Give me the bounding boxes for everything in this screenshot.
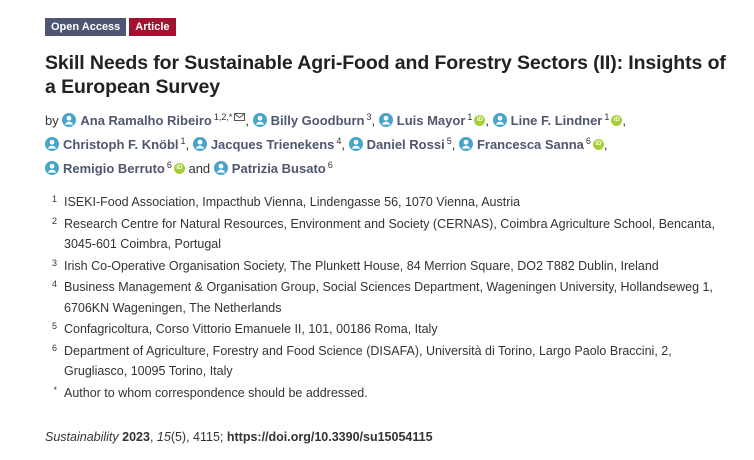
author-item: Christoph F. Knöbl 1 xyxy=(45,136,186,152)
author-name[interactable]: Ana Ramalho Ribeiro xyxy=(80,113,212,128)
author-affiliation-ref: 6 xyxy=(327,160,333,170)
author-item: Line F. Lindner 1 iD xyxy=(492,112,623,128)
affiliation-number: 2 xyxy=(51,215,57,226)
author-item: Ana Ramalho Ribeiro 1,2,* xyxy=(62,112,246,128)
author-separator: , xyxy=(622,113,627,128)
affiliation-row: 4 Business Management & Organisation Grou… xyxy=(45,277,735,318)
author-affiliation-ref: 3 xyxy=(366,112,372,122)
affiliation-text: ISEKI-Food Association, Impacthub Vienna… xyxy=(64,195,521,209)
doi-link[interactable]: https://doi.org/10.3390/su15054115 xyxy=(226,430,433,444)
citation: Sustainability 2023, 15(5), 4115; https:… xyxy=(45,430,433,444)
affiliation-row: 2 Research Centre for Natural Resources, … xyxy=(45,214,735,255)
author-separator: , xyxy=(603,137,608,152)
author-item: Patrizia Busato 6 xyxy=(213,160,333,176)
author-name[interactable]: Line F. Lindner xyxy=(510,113,603,128)
affiliation-row: 5 Confagricoltura, Corso Vittorio Emanuel… xyxy=(45,319,735,340)
author-list: by Ana Ramalho Ribeiro 1,2,*, Billy Goodb… xyxy=(45,107,735,179)
article-title: Skill Needs for Sustainable Agri-Food an… xyxy=(45,52,726,98)
affiliation-text: Business Management & Organisation Group… xyxy=(64,280,713,315)
by-label: by xyxy=(45,113,59,128)
author-affiliation-ref: 6 xyxy=(166,160,172,170)
person-icon xyxy=(45,161,59,175)
author-affiliation-ref: 6 xyxy=(585,136,591,146)
author-separator: , xyxy=(245,113,249,128)
affiliation-row: 6 Department of Agriculture, Forestry and… xyxy=(45,341,735,382)
person-icon xyxy=(45,137,59,151)
author-affiliation-ref: 5 xyxy=(446,136,452,146)
affiliation-row: * Author to whom correspondence should be… xyxy=(45,383,735,404)
author-item: Luis Mayor 1 iD xyxy=(378,112,486,128)
person-icon xyxy=(348,137,363,151)
author-item: Daniel Rossi 5 xyxy=(348,136,452,152)
person-icon xyxy=(192,137,207,151)
author-affiliation-ref: 4 xyxy=(336,136,342,146)
open-access-badge[interactable]: Open Access xyxy=(45,18,127,36)
author-affiliation-ref: 1,2,* xyxy=(213,112,233,122)
affiliation-row: 1 ISEKI-Food Association, Impacthub Vienn… xyxy=(45,192,735,213)
author-separator: , xyxy=(485,113,490,128)
mail-icon[interactable] xyxy=(234,113,246,121)
author-name[interactable]: Jacques Trienekens xyxy=(210,137,335,152)
author-item: Billy Goodburn 3 xyxy=(252,112,372,128)
orcid-icon[interactable]: iD xyxy=(592,139,604,150)
person-icon xyxy=(252,113,267,127)
author-affiliation-ref: 1 xyxy=(467,112,473,122)
affiliation-row: 3 Irish Co-Operative Organisation Society… xyxy=(45,256,735,277)
author-separator: , xyxy=(185,137,190,152)
author-name[interactable]: Billy Goodburn xyxy=(270,113,365,128)
person-icon xyxy=(213,161,228,175)
affiliation-text: Department of Agriculture, Forestry and … xyxy=(64,343,672,379)
author-separator: , xyxy=(371,113,376,128)
affiliation-number: 3 xyxy=(51,257,57,268)
author-name[interactable]: Remigio Berruto xyxy=(63,161,165,176)
author-name[interactable]: Christoph F. Knöbl xyxy=(63,137,179,152)
person-icon xyxy=(62,113,77,127)
affiliation-list: 1 ISEKI-Food Association, Impacthub Vienn… xyxy=(45,192,735,403)
article-type-badge: Article xyxy=(129,18,176,36)
citation-year: 2023 xyxy=(122,430,150,444)
author-separator: , xyxy=(451,137,456,152)
orcid-icon[interactable]: iD xyxy=(611,115,623,126)
affiliation-number: 4 xyxy=(51,279,57,289)
affiliation-text: Research Centre for Natural Resources, E… xyxy=(64,216,715,252)
affiliation-text: Irish Co-Operative Organisation Society,… xyxy=(64,258,659,273)
author-separator: and xyxy=(184,161,211,176)
author-separator: , xyxy=(341,137,346,152)
citation-issue: (5) xyxy=(170,430,187,444)
orcid-icon[interactable]: iD xyxy=(173,163,185,174)
author-name[interactable]: Francesca Sanna xyxy=(476,137,584,152)
person-icon xyxy=(458,137,473,151)
author-item: Francesca Sanna 6 iD xyxy=(458,136,604,152)
author-affiliation-ref: 1 xyxy=(604,112,610,122)
affiliation-number: 1 xyxy=(51,194,57,204)
person-icon xyxy=(378,113,393,127)
affiliation-text: Confagricoltura, Corso Vittorio Emanuele… xyxy=(64,322,438,336)
citation-pages: , 4115; xyxy=(186,430,227,444)
person-icon xyxy=(492,113,507,127)
affiliation-number: * xyxy=(53,384,57,395)
author-item: Remigio Berruto 6 iD xyxy=(45,160,185,176)
author-item: Jacques Trienekens 4 xyxy=(192,136,342,152)
affiliation-text: Author to whom correspondence should be … xyxy=(64,385,368,400)
affiliation-number: 6 xyxy=(51,342,57,353)
journal-name[interactable]: Sustainability xyxy=(45,430,119,444)
orcid-icon[interactable]: iD xyxy=(474,115,486,126)
author-name[interactable]: Daniel Rossi xyxy=(366,137,445,152)
article-header: Open Access Article Skill Needs for Sust… xyxy=(45,18,735,404)
author-affiliation-ref: 1 xyxy=(180,136,186,146)
citation-volume: 15 xyxy=(156,430,171,444)
author-name[interactable]: Luis Mayor xyxy=(396,113,466,128)
affiliation-number: 5 xyxy=(51,321,57,331)
badges: Open Access Article xyxy=(45,18,735,36)
author-name[interactable]: Patrizia Busato xyxy=(231,161,326,176)
